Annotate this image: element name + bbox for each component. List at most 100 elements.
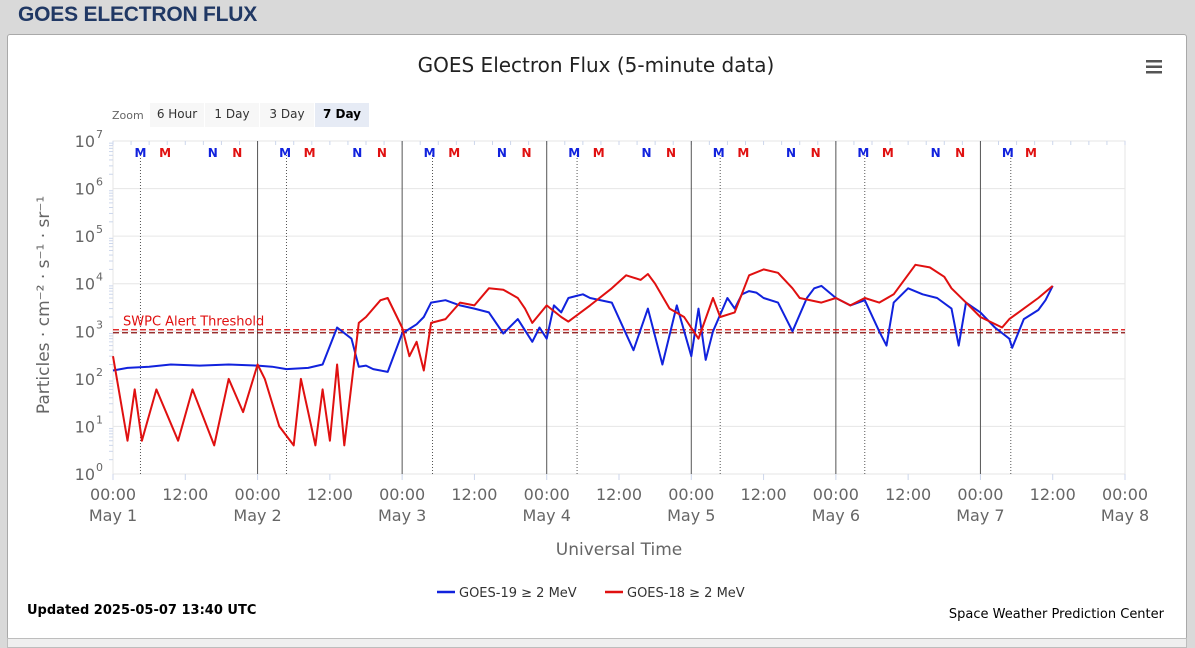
marker-n: N [232, 146, 242, 160]
zoom-button-3-day[interactable]: 3 Day [260, 103, 314, 127]
x-tick-date: May 1 [89, 506, 137, 525]
x-tick-time: 00:00 [1102, 485, 1148, 504]
series-lines [112, 263, 1054, 447]
marker-m: M [857, 146, 869, 160]
x-tick-date: May 7 [956, 506, 1004, 525]
y-tick-label: 10 [75, 465, 95, 484]
marker-n: N [641, 146, 651, 160]
x-tick-time: 12:00 [741, 485, 787, 504]
marker-m: M [279, 146, 291, 160]
y-tick-exponent: 5 [96, 223, 103, 236]
x-tick-time: 00:00 [957, 485, 1003, 504]
legend: GOES-19 ≥ 2 MeV GOES-18 ≥ 2 MeV [437, 586, 745, 601]
zoom-button-6-hour-label: 6 Hour [157, 107, 197, 121]
legend-label-goes19: GOES-19 ≥ 2 MeV [459, 586, 577, 601]
page-title: GOES ELECTRON FLUX [18, 3, 258, 26]
y-tick-label: 10 [75, 417, 95, 436]
marker-m: M [593, 146, 605, 160]
x-tick-date: May 2 [233, 506, 281, 525]
marker-m: M [134, 146, 146, 160]
y-tick-label: 10 [75, 227, 95, 246]
x-tick-date: May 3 [378, 506, 426, 525]
x-tick-time: 00:00 [90, 485, 136, 504]
marker-n: N [666, 146, 676, 160]
page-header: GOES ELECTRON FLUX [0, 0, 1195, 32]
x-tick-time: 00:00 [668, 485, 714, 504]
x-tick-time: 00:00 [813, 485, 859, 504]
y-tick-label: 10 [75, 370, 95, 389]
marker-m: M [304, 146, 316, 160]
zoom-button-3-day-label: 3 Day [269, 107, 304, 121]
zoom-button-6-hour-bg [150, 103, 204, 127]
zoom-button-1-day-label: 1 Day [214, 107, 249, 121]
y-tick-exponent: 6 [96, 176, 103, 189]
marker-n: N [377, 146, 387, 160]
zoom-button-7-day[interactable]: 7 Day [315, 103, 369, 127]
series-goes18-line [112, 263, 1054, 447]
x-tick-time: 12:00 [451, 485, 497, 504]
hamburger-menu-icon[interactable] [1140, 56, 1168, 78]
chart-title: GOES Electron Flux (5-minute data) [418, 53, 775, 77]
marker-m: M [424, 146, 436, 160]
threshold-label: SWPC Alert Threshold [123, 314, 264, 329]
marker-m: M [737, 146, 749, 160]
reference-lines [139, 141, 1012, 474]
y-tick-exponent: 4 [96, 271, 103, 284]
legend-item-goes19[interactable]: GOES-19 ≥ 2 MeV [437, 586, 577, 601]
marker-n: N [521, 146, 531, 160]
x-tick-time: 00:00 [379, 485, 425, 504]
alert-threshold: SWPC Alert Threshold [113, 314, 1125, 334]
marker-n: N [352, 146, 362, 160]
legend-label-goes18: GOES-18 ≥ 2 MeV [627, 586, 745, 601]
legend-item-goes18[interactable]: GOES-18 ≥ 2 MeV [605, 586, 745, 601]
y-tick-exponent: 2 [96, 366, 103, 379]
marker-n: N [811, 146, 821, 160]
marker-n: N [497, 146, 507, 160]
zoom-button-6-hour[interactable]: 6 Hour [150, 103, 204, 127]
marker-m: M [713, 146, 725, 160]
x-axis-ticks: 00:00 May 1 12:00 00:00 May 2 12:00 00:00 May 3… [89, 474, 1149, 525]
x-tick-date: May 8 [1101, 506, 1149, 525]
x-tick-date: May 4 [523, 506, 571, 525]
y-tick-label: 10 [75, 180, 95, 199]
grid-lines [109, 140, 1126, 475]
marker-m: M [882, 146, 894, 160]
y-tick-label: 10 [75, 275, 95, 294]
x-tick-time: 12:00 [162, 485, 208, 504]
x-tick-time: 12:00 [307, 485, 353, 504]
zoom-button-1-day[interactable]: 1 Day [205, 103, 259, 127]
zoom-label: Zoom [112, 109, 144, 122]
x-tick-time: 12:00 [596, 485, 642, 504]
marker-n: N [208, 146, 218, 160]
x-tick-time: 12:00 [885, 485, 931, 504]
x-tick-date: May 6 [812, 506, 860, 525]
y-tick-exponent: 1 [96, 413, 103, 426]
updated-timestamp: Updated 2025-05-07 13:40 UTC [27, 603, 256, 618]
x-axis-title: Universal Time [556, 540, 682, 560]
x-tick-time: 00:00 [524, 485, 570, 504]
series-goes19-line [112, 284, 1054, 373]
y-tick-exponent: 0 [96, 461, 103, 474]
marker-m: M [1025, 146, 1037, 160]
marker-n: N [786, 146, 796, 160]
y-tick-label: 10 [75, 322, 95, 341]
x-tick-time: 12:00 [1030, 485, 1076, 504]
y-tick-label: 10 [75, 132, 95, 151]
marker-m: M [1002, 146, 1014, 160]
credit-text: Space Weather Prediction Center [949, 607, 1165, 622]
zoom-button-1-day-bg [205, 103, 259, 127]
zoom-button-7-day-label: 7 Day [323, 107, 361, 121]
y-tick-exponent: 3 [96, 318, 103, 331]
x-tick-time: 00:00 [235, 485, 281, 504]
y-tick-exponent: 7 [96, 128, 103, 141]
plot-area [112, 140, 1126, 475]
marker-n: N [931, 146, 941, 160]
zoom-button-7-day-bg [315, 103, 369, 127]
marker-m: M [448, 146, 460, 160]
marker-n: N [955, 146, 965, 160]
marker-m: M [159, 146, 171, 160]
zoom-button-3-day-bg [260, 103, 314, 127]
